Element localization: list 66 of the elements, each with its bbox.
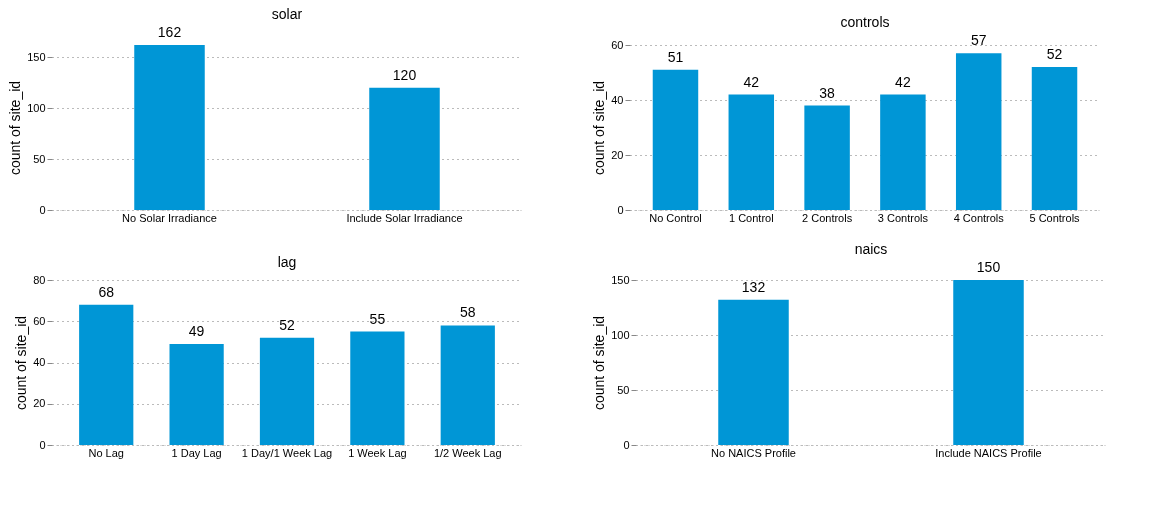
data-label: 120 [392,66,417,83]
x-tick-label: 1/2 Week Lag [433,446,502,459]
data-label: 42 [895,73,911,90]
bar [350,331,405,445]
data-label: 51 [667,48,684,65]
y-axis-title: count of site_id [591,80,608,176]
bar [728,94,775,210]
data-label: 58 [459,304,476,321]
bar [652,69,699,210]
bar [169,343,224,445]
bar [880,94,926,210]
y-tick-label: 20 [611,148,624,161]
data-label: 52 [279,316,295,333]
y-tick-label: 0 [623,438,630,451]
x-tick-label: No Control [649,211,702,224]
bar [440,325,495,445]
x-tick-label: 2 Controls [802,211,853,224]
y-tick-label: 0 [39,203,46,216]
y-axis-title: count of site_id [7,80,24,176]
chart-title: lag [277,254,297,270]
y-tick-label: 0 [617,203,624,216]
x-tick-label: No Lag [88,446,124,459]
chart-title: naics [854,241,888,257]
y-tick-label: 60 [33,314,46,327]
data-label: 57 [970,32,987,49]
bar [955,53,1002,210]
x-tick-label: No NAICS Profile [711,446,796,459]
x-tick-label: 4 Controls [953,211,1005,224]
y-tick-label: 80 [33,273,46,286]
data-label: 68 [98,283,115,300]
x-tick-label: No Solar Irradiance [122,211,217,224]
y-tick-label: 100 [611,328,630,341]
y-tick-label: 150 [611,273,630,286]
bar [259,337,315,445]
y-tick-label: 40 [33,356,46,368]
x-tick-label: 1 Day Lag [171,446,222,459]
y-tick-label: 50 [33,152,46,165]
x-tick-label: 1 Day/1 Week Lag [241,446,333,459]
x-tick-label: 5 Controls [1029,211,1081,224]
data-label: 162 [157,24,182,40]
data-label: 49 [188,322,205,339]
y-tick-label: 60 [611,38,624,51]
y-tick-label: 150 [27,50,46,63]
data-label: 52 [1046,46,1063,62]
data-label: 55 [369,310,386,327]
x-tick-label: 1 Control [728,211,774,224]
data-label: 38 [819,84,836,101]
bar [1031,67,1078,210]
x-tick-label: 1 Week Lag [348,446,407,459]
chart-title: controls [840,14,890,31]
y-axis-title: count of site_id [591,315,608,411]
bar [804,105,850,210]
y-tick-label: 0 [39,438,46,451]
y-tick-label: 20 [33,397,46,410]
x-tick-label: 3 Controls [877,211,929,224]
data-label: 150 [976,259,1001,275]
y-tick-label: 50 [617,383,630,396]
y-axis-title: count of site_id [13,315,30,411]
x-tick-label: Include NAICS Profile [935,446,1042,459]
bar [79,304,134,445]
chart-title: solar [271,6,303,22]
data-label: 42 [743,73,760,90]
y-tick-label: 100 [27,101,46,114]
y-tick-label: 40 [611,93,624,106]
x-tick-label: Include Solar Irradiance [346,211,463,224]
data-label: 132 [741,278,766,295]
